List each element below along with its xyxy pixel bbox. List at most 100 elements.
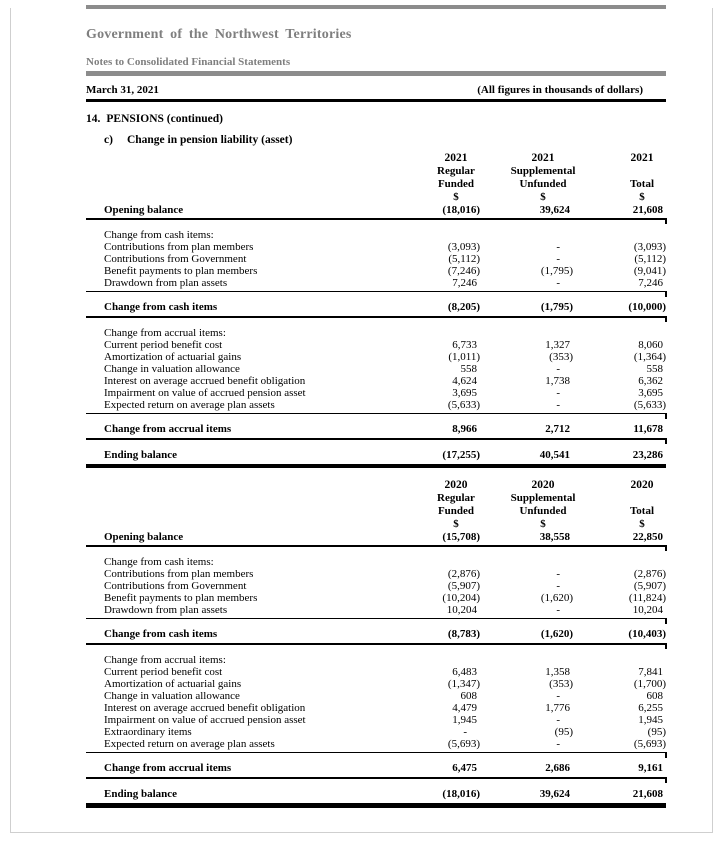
cell-value: 40,541 [539,449,570,461]
cell-value: 608 [460,690,478,702]
cell-value: - [556,580,560,592]
cell-value: (5,633) [447,399,480,411]
cell-value: - [556,363,560,375]
cell-value: - [556,738,560,750]
doc-subtitle: Notes to Consolidated Financial Statemen… [86,56,291,68]
table-row: Change from accrual items: [86,654,666,666]
table-row: Expected return on average plan assets (5… [86,399,667,419]
table-row: Ending balance (17,255) 40,541 23,286 [86,449,666,468]
row-label: Impairment on value of accrued pension a… [104,387,306,399]
column-subtitle-1: Supplemental [510,492,576,504]
row-label: Contributions from plan members [104,568,254,580]
table-row: Contributions from Government (5,112) - (5,… [86,253,666,265]
row-label: Contributions from plan members [104,241,254,253]
cell-value: (10,000) [628,301,666,313]
cell-value: - [556,568,560,580]
row-label: Interest on average accrued benefit obli… [104,702,306,714]
row-label: Drawdown from plan assets [104,604,228,616]
row-label: Opening balance [104,531,184,543]
column-header: 2020 Total $ [582,478,702,531]
table-row: Extraordinary items - (95) (95) [86,726,666,738]
table-row: Impairment on value of accrued pension a… [86,714,666,726]
table-row: Impairment on value of accrued pension a… [86,387,666,399]
column-subtitle-1 [582,165,702,178]
table-row: Benefit payments to plan members (7,246) (… [86,265,666,277]
cell-value: - [556,387,560,399]
column-unit: $ [540,518,546,530]
statement-date: March 31, 2021 [86,84,159,96]
row-label: Contributions from Government [104,580,247,592]
cell-value: - [556,690,560,702]
cell-value: 4,624 [452,375,477,387]
cell-value: 1,738 [545,375,570,387]
column-subtitle-1: Regular [437,492,475,504]
table-row: Drawdown from plan assets 7,246 - 7,246 [86,277,667,297]
cell-value: 39,624 [539,788,570,800]
row-label: Change in valuation allowance [104,363,240,375]
row-label: Drawdown from plan assets [104,277,228,289]
cell-value: 7,841 [638,666,663,678]
row-label: Current period benefit cost [104,339,223,351]
top-rule-bar [86,5,666,9]
subsection-text: Change in pension liability (asset) [126,134,293,146]
cell-value: (11,824) [628,592,666,604]
cell-value: 3,695 [638,387,663,399]
note-number: 14. [86,113,101,125]
row-label: Change in valuation allowance [104,690,240,702]
cell-value: 1,327 [545,339,570,351]
cell-value: (8,783) [447,628,480,640]
cell-value: 1,358 [545,666,570,678]
table-row: Change from cash items: [86,556,666,568]
cell-value: (1,011) [448,351,480,363]
subtitle-rule-bar [86,71,666,76]
cell-value: - [556,253,560,265]
cell-value: (1,620) [540,592,573,604]
table-row: Change in valuation allowance 558 - 558 [86,363,666,375]
cell-value: - [556,604,560,616]
column-subtitle-2: Total [629,505,655,517]
cell-value: 6,255 [638,702,663,714]
cell-value: - [556,399,560,411]
column-header: 2020 Regular Funded $ [396,478,516,531]
column-subtitle-2: Funded [437,178,475,190]
row-label: Change from cash items: [104,229,214,241]
column-year: 2021 [630,152,654,164]
row-label: Contributions from Government [104,253,247,265]
column-subtitle-2: Unfunded [519,505,567,517]
row-label: Change from cash items: [104,556,214,568]
row-label: Change from accrual items: [104,654,226,666]
table-row: Current period benefit cost 6,733 1,327 8,0… [86,339,666,351]
row-label: Impairment on value of accrued pension a… [104,714,306,726]
column-header: 2021 Total $ [582,151,702,204]
cell-value: 558 [460,363,478,375]
cell-value: (5,112) [448,253,480,265]
cell-value: 558 [646,363,664,375]
table-row: Drawdown from plan assets 10,204 - 10,204 [86,604,667,624]
column-unit: $ [453,518,459,530]
cell-value: (1,700) [633,678,666,690]
table-header-row: 2021 Regular Funded $2021 Supplemental Unfund… [86,151,666,204]
cell-value: - [556,241,560,253]
table-row: Amortization of actuarial gains (1,011) (3… [86,351,666,363]
figures-note: (All figures in thousands of dollars) [477,84,643,96]
cell-value: 23,286 [632,449,663,461]
column-unit: $ [453,191,459,203]
column-unit: $ [639,518,645,530]
document-page: Government of the Northwest Territories … [86,0,667,808]
cell-value: (5,907) [633,580,666,592]
column-subtitle-1: Supplemental [510,165,576,177]
cell-value: 7,246 [452,277,477,289]
cell-value: 6,733 [452,339,477,351]
cell-value: (1,620) [540,628,573,640]
column-subtitle-2: Unfunded [519,178,567,190]
cell-value: (1,364) [633,351,666,363]
cell-value: (5,907) [447,580,480,592]
cell-value: 8,966 [452,423,477,435]
cell-value: (1,795) [540,301,573,313]
table-row: Amortization of actuarial gains (1,347) (3… [86,678,666,690]
cell-value: (95) [647,726,666,738]
cell-value: 21,608 [632,788,663,800]
table-row: Contributions from plan members (2,876) - (… [86,568,666,580]
cell-value: (7,246) [447,265,480,277]
subsection-letter: c) [104,134,113,146]
